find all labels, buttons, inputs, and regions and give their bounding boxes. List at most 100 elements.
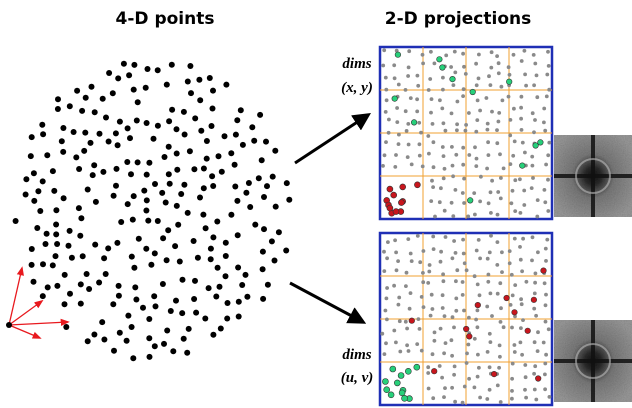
gray-sample [465,351,469,356]
gray-sample [417,153,422,158]
gray-sample [464,361,469,365]
cloud-point [143,197,150,204]
gray-sample [546,209,551,213]
cloud-point [99,319,106,326]
cloud-point [261,226,267,233]
gray-sample [532,83,536,88]
gray-sample [523,387,527,392]
cloud-point [202,315,209,322]
gray-sample [542,106,547,111]
gray-sample [543,303,548,308]
gray-sample [450,385,454,390]
cloud-point [49,168,56,175]
gray-sample [508,118,513,122]
gray-sample [488,83,493,87]
cloud-point [188,90,194,97]
gray-sample [386,130,391,135]
gray-sample [437,364,442,368]
cloud-point [114,142,121,149]
gray-sample [507,72,512,77]
gray-sample [453,399,457,404]
gray-sample [431,247,436,252]
gray-sample [533,118,537,122]
gray-sample [417,327,422,331]
gray-sample [462,64,466,69]
gray-sample [394,153,398,157]
cloud-point [213,293,220,300]
cloud-point [146,316,153,322]
gray-sample [417,120,422,125]
cloud-point [91,331,98,338]
gray-sample [497,343,502,348]
gray-sample [510,389,514,393]
cloud-point [60,148,67,155]
gray-sample [524,83,528,88]
gray-sample [441,75,445,80]
gray-sample [396,302,401,307]
gray-sample [500,270,504,274]
highlight-sample [474,302,481,309]
gray-sample [497,365,501,370]
cloud-point [152,181,158,187]
cloud-point [180,335,187,342]
cloud-point [31,197,38,204]
cloud-point [134,99,141,106]
cloud-point [143,120,150,126]
cloud-point [234,197,241,204]
cloud-point [68,254,75,261]
cloud-point [228,150,235,157]
cloud-point [96,130,103,137]
gray-sample [460,280,465,284]
cloud-point [196,76,203,83]
gray-sample [454,308,459,313]
cloud-point [185,325,192,332]
cloud-point [103,114,109,121]
gray-sample [532,306,537,311]
gray-sample [454,296,459,301]
gray-sample [522,188,527,193]
cloud-point [154,122,161,129]
cloud-point [112,130,119,137]
gray-sample [432,61,437,66]
cloud-point [125,312,132,319]
cloud-point [67,290,73,297]
gray-sample [544,94,549,99]
gray-sample [477,293,482,298]
gray-sample [430,122,435,126]
gray-sample [533,364,538,369]
cloud-point [263,138,269,145]
cloud-point [43,230,50,237]
gray-sample [461,145,466,150]
gray-sample [487,74,491,79]
highlight-sample [469,88,476,96]
gray-sample [474,61,478,66]
cloud-point [53,207,60,214]
gray-sample [397,295,402,300]
cloud-point [170,348,177,355]
gray-sample [440,145,445,149]
gray-sample [489,233,493,238]
gray-sample [534,397,539,402]
gray-sample [419,295,424,299]
highlight-sample [537,139,544,146]
cloud-point [224,300,231,306]
gray-sample [429,292,434,297]
corner-sample [401,394,408,402]
gray-sample [462,176,466,181]
cloud-point [232,183,239,190]
cloud-point [54,106,61,112]
cloud-point [184,78,191,85]
gray-sample [464,268,469,273]
cloud-point [197,97,204,104]
gray-sample [406,65,411,70]
gray-sample [490,178,494,183]
gray-sample [543,361,548,366]
cloud-point [261,194,267,200]
cloud-point [166,118,173,125]
gray-sample [408,291,413,295]
cloud-point [224,315,231,322]
gray-sample [443,235,448,239]
cloud-point [79,253,86,260]
cloud-point [124,125,131,132]
cloud-point [259,248,266,255]
